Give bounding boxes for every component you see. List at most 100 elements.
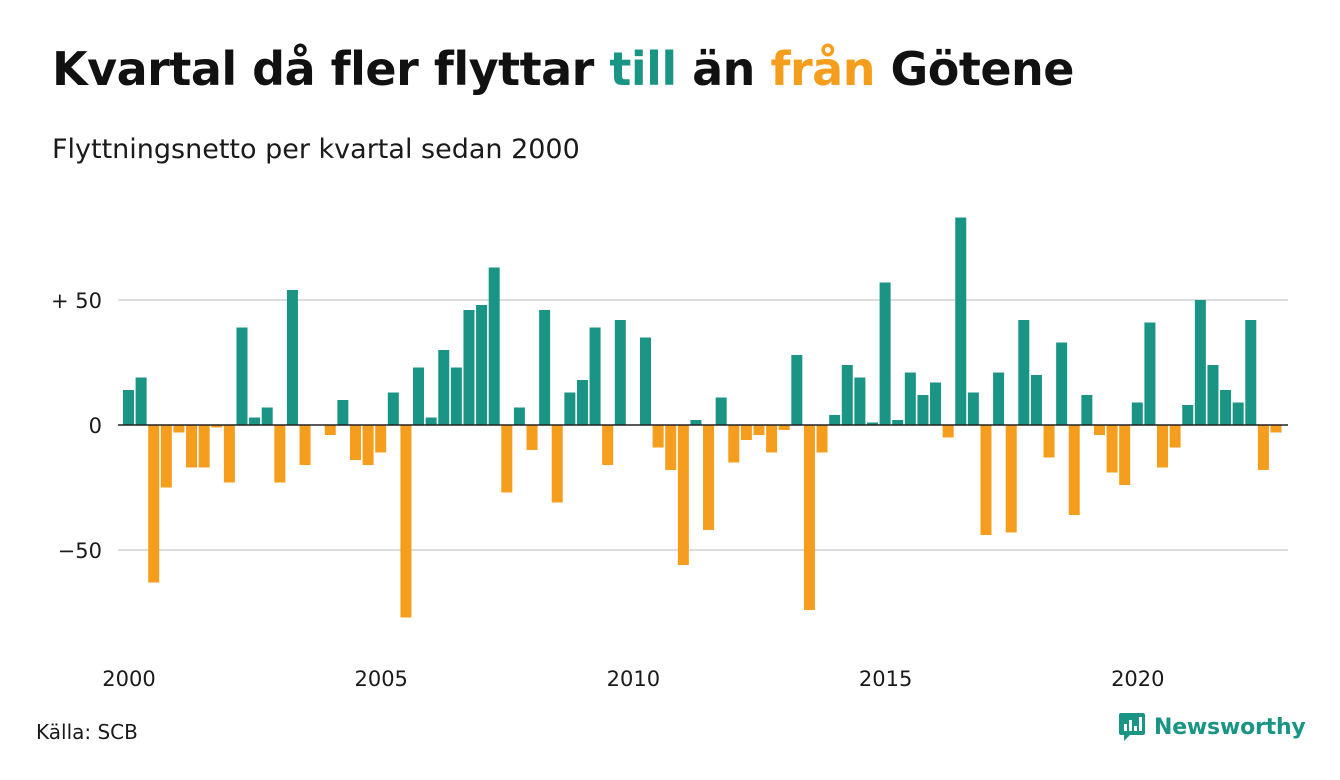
- bar: [1068, 425, 1080, 515]
- bar: [1194, 300, 1206, 425]
- title-part-3: Götene: [874, 42, 1074, 96]
- bar-chart: + 50 0 −50 2000 2005 2010 2015 2020: [51, 217, 1288, 691]
- bar: [1220, 390, 1232, 425]
- bar: [1093, 425, 1105, 435]
- newsworthy-logo-icon: [1119, 713, 1145, 741]
- bar: [866, 422, 878, 425]
- x-tick-label: 2015: [859, 667, 912, 691]
- bar: [223, 425, 235, 483]
- bar: [438, 350, 450, 425]
- bar: [1270, 425, 1282, 433]
- bar: [501, 425, 513, 493]
- bar: [450, 367, 462, 425]
- bar: [1232, 402, 1244, 425]
- bar: [135, 377, 147, 425]
- bar: [160, 425, 172, 488]
- bar: [299, 425, 311, 465]
- bar: [324, 425, 336, 435]
- bar: [1005, 425, 1017, 533]
- bar: [829, 415, 841, 425]
- bar: [488, 267, 500, 425]
- bar: [803, 425, 815, 610]
- bar: [690, 420, 702, 425]
- bar: [589, 327, 601, 425]
- brand-logo: Newsworthy: [1118, 712, 1306, 742]
- bar: [879, 282, 891, 425]
- y-axis-labels: + 50 0 −50: [51, 289, 102, 563]
- bar: [728, 425, 740, 463]
- bar: [123, 390, 134, 425]
- bar: [274, 425, 286, 483]
- bar: [400, 425, 412, 618]
- x-tick-label: 2010: [607, 667, 660, 691]
- chart-title: Kvartal då fler flyttar till än från Göt…: [52, 42, 1074, 96]
- bar: [576, 380, 588, 425]
- y-tick-label: 0: [89, 414, 102, 438]
- bar: [1081, 395, 1093, 425]
- bar: [286, 290, 298, 425]
- bar: [476, 305, 488, 425]
- bar: [1157, 425, 1169, 468]
- bar: [261, 407, 273, 425]
- bar: [740, 425, 752, 440]
- bar: [526, 425, 538, 450]
- bar: [854, 377, 866, 425]
- bar: [1056, 342, 1068, 425]
- bar: [387, 392, 399, 425]
- bar: [652, 425, 664, 448]
- y-tick-label: −50: [58, 539, 102, 563]
- bar: [349, 425, 361, 460]
- bar: [942, 425, 954, 438]
- source-note: Källa: SCB: [36, 720, 138, 744]
- bar: [148, 425, 160, 583]
- bar: [1018, 320, 1030, 425]
- bar: [539, 310, 551, 425]
- title-highlight-fran: från: [770, 42, 875, 96]
- bars: [123, 217, 1282, 618]
- bar: [1030, 375, 1042, 425]
- bar: [173, 425, 185, 433]
- bar: [513, 407, 525, 425]
- bar: [463, 310, 475, 425]
- bar: [955, 217, 967, 425]
- title-part-2: än: [676, 42, 771, 96]
- bar: [249, 417, 261, 425]
- bar: [186, 425, 198, 468]
- bar: [211, 425, 223, 428]
- bar: [930, 382, 942, 425]
- bar: [1043, 425, 1055, 458]
- bar: [1257, 425, 1269, 470]
- bar: [1182, 405, 1194, 425]
- bar: [413, 367, 425, 425]
- title-part-1: Kvartal då fler flyttar: [52, 42, 610, 96]
- bar: [778, 425, 790, 430]
- bar: [614, 320, 626, 425]
- bar: [375, 425, 387, 453]
- bar: [967, 392, 979, 425]
- bar: [1119, 425, 1131, 485]
- x-tick-label: 2020: [1111, 667, 1164, 691]
- bar: [1245, 320, 1257, 425]
- bar: [980, 425, 992, 535]
- bar: [791, 355, 803, 425]
- bar: [1207, 365, 1219, 425]
- bar: [841, 365, 853, 425]
- bar: [1106, 425, 1118, 473]
- bar: [1144, 322, 1156, 425]
- bar: [236, 327, 248, 425]
- brand-name: Newsworthy: [1154, 714, 1306, 740]
- x-axis-labels: 2000 2005 2010 2015 2020: [102, 667, 1164, 691]
- chart-subtitle: Flyttningsnetto per kvartal sedan 2000: [52, 134, 580, 165]
- bar: [1169, 425, 1181, 448]
- bar: [665, 425, 677, 470]
- bar: [766, 425, 778, 453]
- bar: [904, 372, 916, 425]
- bar: [677, 425, 689, 565]
- x-tick-label: 2000: [102, 667, 155, 691]
- y-tick-label: + 50: [51, 289, 102, 313]
- bar: [1131, 402, 1143, 425]
- bar: [816, 425, 828, 453]
- title-highlight-till: till: [609, 42, 677, 96]
- bar: [564, 392, 576, 425]
- bar: [425, 417, 437, 425]
